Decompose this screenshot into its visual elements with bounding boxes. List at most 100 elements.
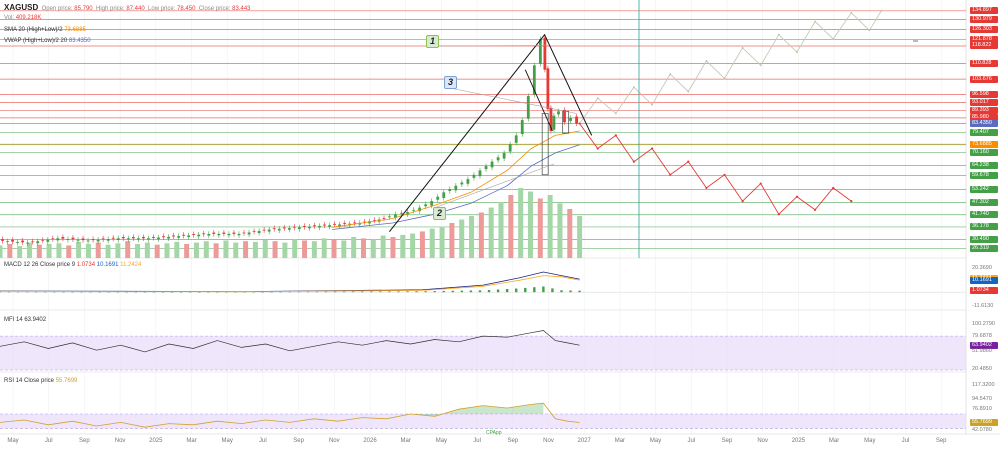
macd-histogram-bar — [361, 291, 364, 293]
vwap-legend[interactable]: VWAP (High+Low)/2 20 83.4350 — [4, 38, 91, 44]
macd-histogram-bar — [243, 291, 246, 293]
macd-histogram-bar — [234, 292, 237, 293]
sma-legend[interactable]: SMA 20 (High+Low)/2 73.6885 — [4, 27, 86, 33]
price-level-tag: 130.979 — [970, 15, 998, 23]
candle-body — [111, 237, 115, 239]
candle-body — [192, 234, 196, 236]
price-legend: XAGUSD Open price: 85.790 High price: 87… — [4, 3, 251, 12]
pane-axis-tick: 117.3200 — [972, 382, 995, 389]
price-level-tag: 79.407 — [970, 128, 998, 136]
macd-histogram-bar — [270, 291, 273, 293]
volume-bar — [577, 216, 583, 258]
price-level-tag: 73.6885 — [970, 141, 998, 149]
volume-bar — [115, 243, 121, 258]
candle-body — [267, 229, 271, 232]
candle-body — [382, 218, 386, 219]
candle-body — [26, 242, 30, 244]
volume-bar — [439, 226, 445, 258]
volume-bar — [498, 202, 504, 258]
candle-body — [406, 212, 409, 215]
candle-body — [212, 232, 216, 234]
macd-histogram-bar — [487, 289, 491, 293]
volume-bar — [557, 203, 563, 258]
x-tick-label: May — [221, 438, 233, 444]
volume-bar — [341, 240, 347, 258]
macd-histogram-bar — [62, 291, 65, 293]
macd-histogram-bar — [578, 290, 581, 293]
rsi-overbought-area — [410, 403, 544, 417]
candle-body — [36, 241, 40, 244]
candle-body — [543, 37, 547, 70]
candle-body — [358, 222, 362, 225]
macd-histogram-bar — [161, 291, 165, 293]
candle-body — [333, 223, 336, 225]
candle-body — [51, 238, 55, 240]
candle-body — [257, 230, 261, 234]
macd-histogram-bar — [415, 291, 418, 293]
macd-histogram-bar — [125, 291, 128, 293]
pane-axis-tick: 63.9402 — [970, 341, 998, 349]
pane-axis-tick: 10.1691 — [970, 276, 998, 284]
candle-body — [308, 226, 311, 229]
candle-body — [202, 233, 206, 235]
volume-bar — [449, 223, 455, 258]
volume-bar — [0, 245, 3, 258]
candle-body — [96, 239, 100, 242]
symbol-label: XAGUSD — [4, 3, 39, 12]
macd-histogram-bar — [89, 291, 92, 293]
candle-body — [430, 201, 434, 206]
candle-body — [520, 120, 524, 135]
macd-histogram-bar — [397, 291, 400, 293]
callout-2[interactable]: 2 — [433, 207, 446, 220]
volume-bar — [26, 242, 32, 258]
candle-body — [424, 204, 428, 207]
x-tick-label: 2027 — [577, 438, 591, 444]
rsi-pane — [0, 402, 966, 429]
projection-down-point — [795, 195, 799, 198]
mfi-legend[interactable]: MFI 14 63.9402 — [4, 317, 46, 323]
x-tick-label: Jul — [259, 438, 267, 444]
macd-label: MACD 12 26 Close price 9 — [4, 262, 76, 268]
candle-body — [182, 234, 186, 236]
macd-histogram-bar — [505, 289, 509, 293]
macd-pane — [0, 271, 966, 293]
x-tick-label: Jul — [687, 438, 696, 444]
macd-histogram-bar — [152, 291, 156, 293]
macd-histogram-bar — [16, 291, 20, 293]
candle-body — [162, 236, 165, 238]
macd-histogram-bar — [433, 291, 436, 293]
candle-body — [91, 239, 95, 241]
macd-legend[interactable]: MACD 12 26 Close price 9 1.0734 10.1691 … — [4, 262, 141, 268]
volume-bar — [292, 239, 298, 258]
rsi-legend[interactable]: RSI 14 Close price 55.7699 — [4, 378, 77, 384]
macd-histogram-bar — [315, 291, 319, 293]
candle-body — [436, 196, 440, 200]
volume-bar — [213, 243, 219, 258]
candle-body — [86, 240, 90, 242]
candle-body — [167, 236, 170, 239]
rsi-value: 55.7699 — [55, 378, 78, 384]
projection-down-point — [614, 134, 617, 137]
projection-down-point — [759, 182, 762, 185]
macd-histogram-bar — [496, 289, 500, 293]
callout-3[interactable]: 3 — [444, 76, 457, 89]
macd-histogram-bar — [116, 291, 119, 293]
price-level-tag: 36.178 — [970, 223, 998, 231]
mfi-value: 63.9402 — [24, 317, 47, 323]
macd-histogram-bar — [342, 291, 346, 293]
price-level-tag: 118.822 — [970, 42, 998, 50]
candle-body — [172, 235, 175, 237]
candle-body — [538, 39, 542, 64]
candle-body — [61, 236, 65, 239]
volume-bar — [46, 244, 52, 258]
volume-bar — [302, 240, 308, 258]
x-tick-label: May — [435, 438, 448, 444]
macd-histogram-bar — [333, 291, 337, 293]
callout-1[interactable]: 1 — [426, 35, 439, 48]
candle-body — [508, 144, 512, 152]
candle-body — [126, 238, 130, 240]
volume-bar — [193, 242, 199, 258]
price-level-tag: 103.676 — [970, 75, 998, 83]
projection-down-point — [650, 147, 654, 150]
candle-body — [338, 224, 342, 227]
